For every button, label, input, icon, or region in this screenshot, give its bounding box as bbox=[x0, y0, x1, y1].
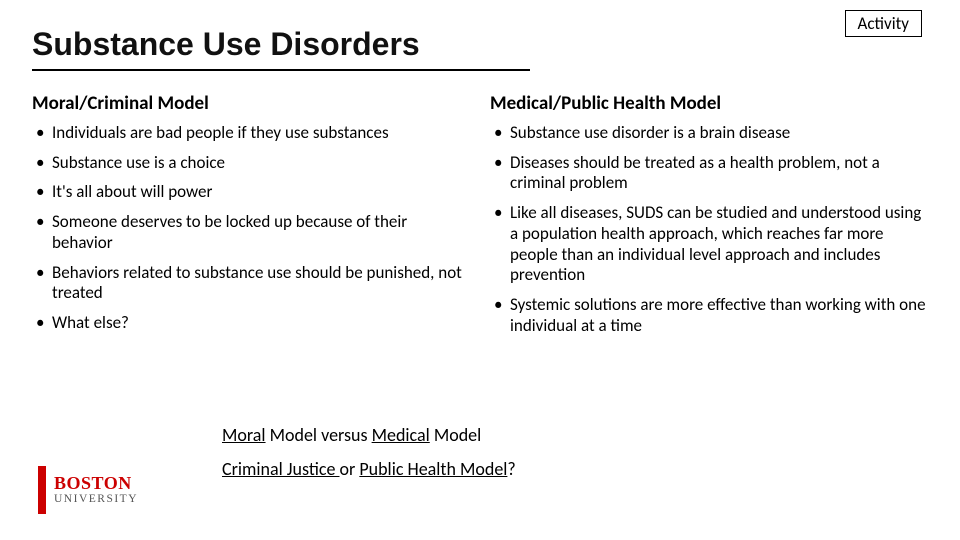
content-columns: Moral/Criminal Model Individuals are bad… bbox=[32, 92, 928, 346]
list-item: Systemic solutions are more effective th… bbox=[490, 295, 928, 336]
underlined-text: Medical bbox=[372, 424, 430, 446]
plain-text: ? bbox=[507, 458, 515, 480]
logo-line-2: UNIVERSITY bbox=[54, 494, 138, 506]
list-item: Substance use disorder is a brain diseas… bbox=[490, 123, 928, 144]
underlined-text: Public Health Model bbox=[359, 458, 507, 480]
list-item: Individuals are bad people if they use s… bbox=[32, 123, 470, 144]
right-column-heading: Medical/Public Health Model bbox=[490, 92, 928, 115]
logo-bar-icon bbox=[38, 466, 46, 514]
plain-text: or bbox=[340, 458, 360, 480]
list-item: Substance use is a choice bbox=[32, 153, 470, 174]
list-item: What else? bbox=[32, 313, 470, 334]
plain-text: Model bbox=[430, 424, 482, 446]
list-item: It's all about will power bbox=[32, 182, 470, 203]
boston-university-logo: BOSTON UNIVERSITY bbox=[38, 466, 168, 514]
activity-badge: Activity bbox=[845, 10, 922, 37]
logo-line-1: BOSTON bbox=[54, 474, 138, 492]
underlined-text: Moral bbox=[222, 424, 266, 446]
left-bullet-list: Individuals are bad people if they use s… bbox=[32, 123, 470, 334]
left-column-heading: Moral/Criminal Model bbox=[32, 92, 470, 115]
list-item: Diseases should be treated as a health p… bbox=[490, 153, 928, 194]
footer-line-1: Moral Model versus Medical Model bbox=[222, 424, 516, 446]
right-column: Medical/Public Health Model Substance us… bbox=[490, 92, 928, 346]
list-item: Someone deserves to be locked up because… bbox=[32, 212, 470, 253]
list-item: Behaviors related to substance use shoul… bbox=[32, 263, 470, 304]
left-column: Moral/Criminal Model Individuals are bad… bbox=[32, 92, 470, 346]
plain-text: Model versus bbox=[266, 424, 372, 446]
list-item: Like all diseases, SUDS can be studied a… bbox=[490, 203, 928, 286]
right-bullet-list: Substance use disorder is a brain diseas… bbox=[490, 123, 928, 337]
footer-links: Moral Model versus Medical Model Crimina… bbox=[222, 424, 516, 492]
logo-text: BOSTON UNIVERSITY bbox=[46, 466, 138, 514]
footer-line-2: Criminal Justice or Public Health Model? bbox=[222, 458, 516, 480]
underlined-text: Criminal Justice bbox=[222, 458, 340, 480]
slide-title: Substance Use Disorders bbox=[32, 26, 530, 71]
